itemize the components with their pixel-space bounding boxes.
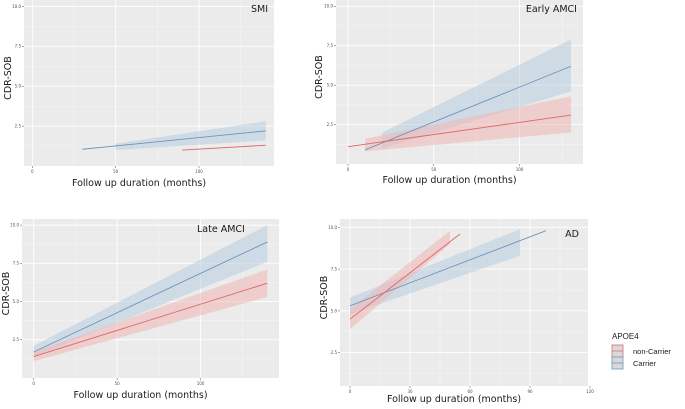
y-tick-label: 7.5: [15, 44, 22, 49]
ribbon-carrier: [382, 39, 571, 149]
y-tick-label: 10.0: [328, 225, 337, 230]
y-tick-label: 2.5: [15, 123, 22, 128]
y-tick-label: 7.5: [327, 43, 334, 48]
x-tick-label: 0: [32, 381, 35, 386]
line-non-carrier: [349, 233, 461, 320]
line-carrier: [33, 241, 268, 353]
line-non-carrier: [347, 114, 572, 148]
panel-title: AD: [565, 229, 579, 240]
panel-late-amci: 0 50 100 2.5 5.0 7.5 10.0 Late AMCI Follow up du…: [1, 219, 279, 401]
ribbon-carrier: [115, 121, 266, 151]
y-tick-label: 10.0: [12, 4, 21, 9]
x-axis-title: Follow up duration (months): [72, 178, 206, 189]
y-tick-label: 2.5: [327, 122, 334, 127]
x-tick-label: 0: [31, 169, 34, 174]
y-tick-label: 5.0: [15, 84, 22, 89]
x-tick-label: 50: [431, 167, 437, 172]
line-carrier: [82, 130, 266, 150]
line-non-carrier: [33, 282, 268, 358]
y-tick-label: 10.0: [10, 223, 19, 228]
panels: 0 50 100 2.5 5.0 7.5 10.0 SMI Follow up duration…: [1, 0, 594, 405]
y-tick-label: 10.0: [324, 4, 333, 9]
legend-label-carrier: Carrier: [633, 359, 656, 368]
y-tick-label: 5.0: [13, 299, 20, 304]
panel-early-amci: 0 50 100 2.5 5.0 7.5 10.0 Early AMCI Follow up d…: [314, 0, 583, 186]
panel-title: SMI: [251, 4, 268, 15]
y-axis-title: CDR-SOB: [1, 272, 12, 316]
line-carrier: [364, 65, 572, 151]
panel-ad: 0 30 60 90 120 2.5 5.0 7.5 10.0 AD Follow up durat…: [319, 219, 594, 405]
x-tick-label: 0: [347, 167, 350, 172]
ribbon-non-carrier: [365, 96, 571, 152]
y-tick-label: 2.5: [13, 337, 20, 342]
ribbon-carrier: [33, 225, 268, 357]
x-tick-label: 50: [113, 169, 119, 174]
y-axis-title: CDR-SOB: [314, 55, 325, 99]
x-tick-label: 100: [195, 169, 203, 174]
x-tick-label: 0: [349, 389, 352, 394]
x-axis-title: Follow up duration (months): [73, 390, 207, 401]
x-tick-label: 120: [586, 389, 594, 394]
y-tick-label: 7.5: [331, 267, 338, 272]
line-carrier: [349, 230, 547, 307]
x-tick-label: 100: [516, 167, 524, 172]
x-tick-label: 100: [197, 381, 205, 386]
y-axis-title: CDR-SOB: [3, 56, 14, 100]
x-axis-title: Follow up duration (months): [387, 394, 521, 405]
legend: APOE4 non-Carrier Carrier: [611, 332, 671, 370]
y-tick-label: 2.5: [331, 350, 338, 355]
x-axis-title: Follow up duration (months): [382, 175, 516, 186]
y-axis-title: CDR-SOB: [319, 276, 330, 320]
line-non-carrier: [182, 144, 266, 151]
y-tick-label: 5.0: [331, 308, 338, 313]
x-tick-label: 50: [115, 381, 121, 386]
y-tick-label: 7.5: [13, 261, 20, 266]
x-tick-label: 60: [467, 389, 473, 394]
legend-title: APOE4: [612, 332, 639, 341]
panel-title: Early AMCI: [526, 4, 577, 15]
x-tick-label: 90: [527, 389, 533, 394]
x-tick-label: 30: [407, 389, 413, 394]
panel-title: Late AMCI: [197, 224, 245, 235]
y-tick-label: 5.0: [327, 83, 334, 88]
legend-label-non-carrier: non-Carrier: [633, 347, 671, 356]
panel-smi: 0 50 100 2.5 5.0 7.5 10.0 SMI Follow up duration…: [3, 0, 274, 189]
